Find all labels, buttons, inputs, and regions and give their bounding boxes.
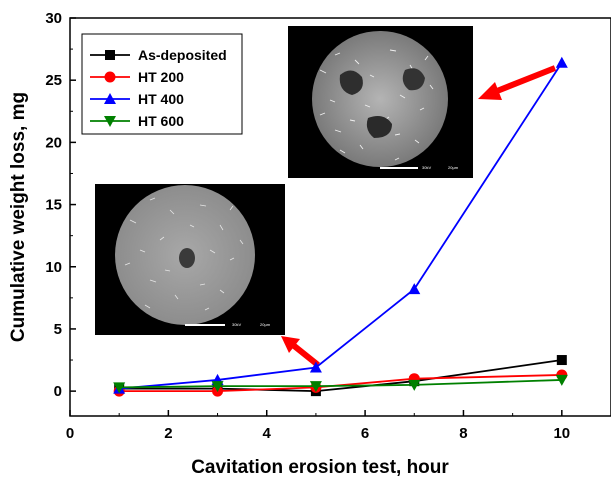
data-point <box>113 382 126 394</box>
x-tick-label: 8 <box>459 425 467 442</box>
legend-label: As-deposited <box>138 47 227 63</box>
x-tick-label: 6 <box>361 425 369 442</box>
legend-marker <box>105 50 115 60</box>
legend: As-deposited HT 200 HT 400 HT 600 <box>81 33 243 135</box>
series-ht-600 <box>113 374 568 394</box>
legend-marker <box>104 93 116 104</box>
y-tick-label: 15 <box>45 197 62 214</box>
series-as-deposited <box>114 355 567 397</box>
x-tick-label: 4 <box>263 425 272 442</box>
data-point <box>211 381 224 393</box>
data-point <box>555 374 568 386</box>
legend-label: HT 400 <box>138 91 184 107</box>
legend-label: HT 600 <box>138 113 184 129</box>
y-tick-label: 0 <box>54 383 62 400</box>
legend-item: HT 600 <box>90 113 184 129</box>
series-layer <box>113 56 568 397</box>
svg-text:20µm: 20µm <box>448 165 459 170</box>
svg-text:30kV: 30kV <box>232 322 241 327</box>
y-tick-label: 30 <box>45 10 62 27</box>
x-tick-label: 10 <box>553 425 570 442</box>
data-point <box>408 379 421 391</box>
legend-marker <box>104 71 116 83</box>
y-axis-title: Cumulative weight loss, mg <box>8 92 29 342</box>
sem-inset-high-loss: 30kV 20µm <box>288 26 473 178</box>
x-tick-label: 2 <box>164 425 172 442</box>
x-tick-label: 0 <box>66 425 74 442</box>
annotation-arrows <box>281 65 557 368</box>
legend-item: HT 400 <box>90 91 184 107</box>
plot-area <box>69 17 611 417</box>
y-tick-label: 5 <box>54 321 62 338</box>
axes: 0 2 4 6 8 10 0 5 10 15 20 25 30 <box>45 10 570 442</box>
data-point <box>556 355 567 366</box>
legend-label: HT 200 <box>138 69 184 85</box>
sem-inset-low-loss: 30kV 20µm <box>95 184 285 335</box>
arrow-to-inset-low <box>281 336 320 368</box>
svg-text:30kV: 30kV <box>422 165 431 170</box>
data-point <box>309 361 322 373</box>
legend-item: HT 200 <box>90 69 184 85</box>
data-point <box>408 283 421 295</box>
svg-text:20µm: 20µm <box>260 322 271 327</box>
y-tick-label: 10 <box>45 259 62 276</box>
legend-item: As-deposited <box>90 47 227 63</box>
data-point <box>309 381 322 393</box>
legend-marker <box>104 116 116 127</box>
y-tick-label: 20 <box>45 134 62 151</box>
arrow-to-inset-high <box>478 65 557 100</box>
data-point <box>555 56 568 68</box>
y-tick-label: 25 <box>45 72 62 89</box>
x-axis-title: Cavitation erosion test, hour <box>191 457 449 478</box>
